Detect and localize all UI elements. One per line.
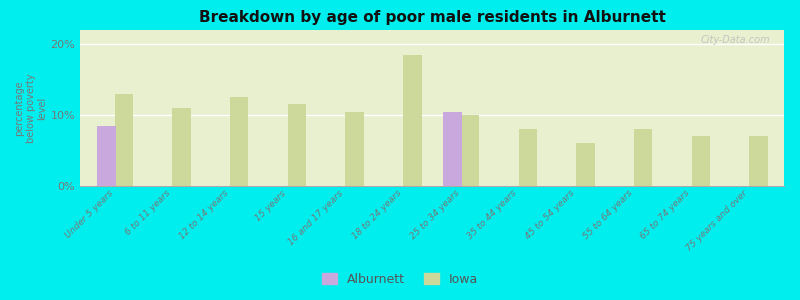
Text: City-Data.com: City-Data.com [700, 35, 770, 45]
Bar [288, 104, 306, 186]
Bar [443, 112, 462, 186]
Bar [692, 136, 710, 186]
Y-axis label: percentage
below poverty
level: percentage below poverty level [14, 73, 48, 143]
Title: Breakdown by age of poor male residents in Alburnett: Breakdown by age of poor male residents … [198, 10, 666, 25]
Bar [97, 126, 115, 186]
Bar [114, 94, 133, 186]
Bar [576, 143, 594, 186]
Bar [461, 115, 479, 186]
Bar [346, 112, 364, 186]
Bar [750, 136, 768, 186]
Legend: Alburnett, Iowa: Alburnett, Iowa [317, 268, 483, 291]
Bar [230, 98, 249, 186]
Bar [172, 108, 190, 186]
Bar [634, 129, 653, 186]
Bar [518, 129, 537, 186]
Bar [403, 55, 422, 186]
